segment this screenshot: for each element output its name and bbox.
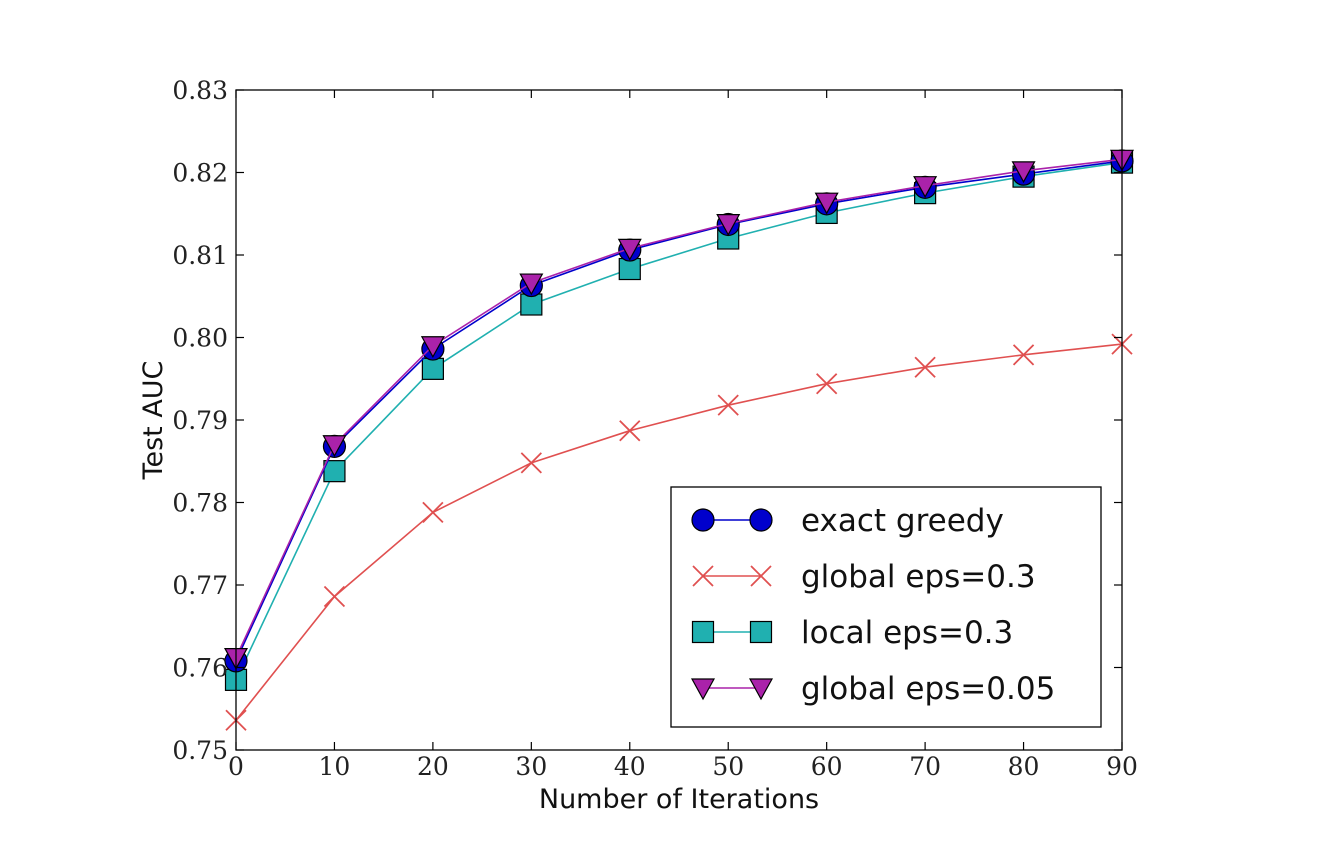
x-tick-label: 10 [319, 752, 351, 781]
y-tick-label: 0.79 [172, 406, 228, 435]
legend-label: exact greedy [801, 503, 1004, 539]
data-point [520, 293, 543, 316]
x-tick-label: 80 [1008, 752, 1040, 781]
legend-marker [748, 678, 774, 701]
y-tick-label: 0.83 [172, 76, 228, 105]
legend-marker [692, 565, 714, 587]
x-tick-label: 90 [1106, 752, 1138, 781]
data-point [617, 238, 642, 261]
data-point [913, 176, 938, 198]
data-point [422, 501, 444, 524]
data-point [520, 452, 542, 474]
data-point [717, 394, 739, 416]
legend-item: global eps=0.3 [692, 559, 1036, 595]
data-point [323, 585, 346, 608]
data-point [420, 336, 445, 358]
series-line [235, 343, 1123, 721]
y-axis-title: Test AUC [138, 361, 169, 481]
legend-marker [749, 620, 773, 644]
data-point [1011, 161, 1036, 184]
series-global-eps-0-3 [225, 333, 1133, 731]
legend-item: exact greedy [691, 503, 1004, 539]
legend-marker [749, 508, 773, 532]
legend-label: local eps=0.3 [801, 615, 1013, 651]
data-point [619, 420, 641, 442]
legend-label: global eps=0.3 [801, 559, 1036, 595]
data-point [716, 214, 741, 236]
data-point [322, 435, 347, 457]
legend-box [670, 486, 1102, 728]
axis-ticks: 0 10 20 30 40 50 60 70 80 90 0.75 0.76 0.77 0.78 0.79 0… [172, 76, 1138, 781]
x-tick-label: 20 [417, 752, 449, 781]
legend-marker [691, 620, 715, 644]
legend-marker [690, 678, 716, 701]
x-tick-label: 60 [811, 752, 843, 781]
y-tick-label: 0.81 [172, 241, 228, 270]
series-line [235, 161, 1123, 681]
x-axis-title: Number of Iterations [539, 784, 819, 815]
y-tick-label: 0.75 [172, 736, 228, 765]
legend-marker [691, 508, 715, 532]
data-point [1012, 344, 1035, 366]
series-line [235, 158, 1123, 658]
legend-label: global eps=0.05 [801, 671, 1055, 707]
y-tick-label: 0.82 [172, 159, 228, 188]
y-tick-label: 0.76 [172, 654, 228, 683]
x-tick-label: 70 [909, 752, 941, 781]
data-point [519, 273, 544, 296]
y-tick-label: 0.80 [172, 324, 228, 353]
data-point [914, 356, 936, 378]
data-point [323, 460, 346, 483]
x-tick-label: 30 [515, 752, 547, 781]
data-point [421, 357, 444, 380]
x-tick-label: 50 [712, 752, 744, 781]
y-tick-label: 0.77 [172, 571, 228, 600]
data-point [814, 192, 839, 215]
legend-item: global eps=0.05 [690, 671, 1055, 707]
plot-area [223, 149, 1135, 731]
x-tick-label: 0 [228, 752, 244, 781]
data-point [816, 373, 838, 395]
x-tick-label: 40 [614, 752, 646, 781]
data-point [618, 257, 641, 281]
y-tick-label: 0.78 [172, 489, 228, 518]
series-line [235, 160, 1123, 662]
legend: exact greedy global eps=0.3 local eps=0.3 g… [670, 486, 1102, 728]
legend-marker [750, 565, 772, 587]
legend-item: local eps=0.3 [691, 615, 1013, 651]
